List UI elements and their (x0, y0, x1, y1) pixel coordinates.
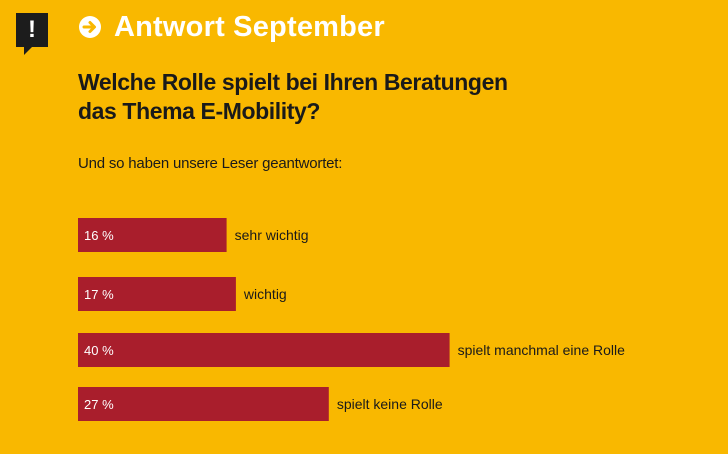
bar-category-label-2: wichtig (243, 286, 287, 302)
bar-category-label-1: sehr wichtig (235, 227, 309, 243)
bar-value-label-2: 17 % (84, 287, 114, 302)
bar-2 (78, 277, 236, 311)
chart-subtitle: Und so haben unsere Leser geantwortet: (78, 155, 343, 172)
bar-3 (78, 333, 450, 367)
bar-category-label-3: spielt manchmal eine Rolle (458, 342, 626, 358)
bar-category-label-4: spielt keine Rolle (337, 396, 443, 412)
bar-value-label-4: 27 % (84, 397, 114, 412)
bar-4 (78, 387, 329, 421)
page-header: Antwort September (78, 10, 385, 43)
exclamation-mark: ! (28, 16, 36, 43)
question-line-2: das Thema E-Mobility? (78, 98, 321, 124)
question-line-1: Welche Rolle spielt bei Ihren Beratungen (78, 69, 508, 95)
page-title: Antwort September (114, 10, 385, 43)
survey-question: Welche Rolle spielt bei Ihren Beratungen… (78, 68, 638, 126)
bar-1 (78, 218, 227, 252)
arrow-right-circle-icon (79, 16, 101, 38)
alert-icon: ! (16, 13, 48, 55)
bar-value-label-1: 16 % (84, 228, 114, 243)
bar-value-label-3: 40 % (84, 343, 114, 358)
